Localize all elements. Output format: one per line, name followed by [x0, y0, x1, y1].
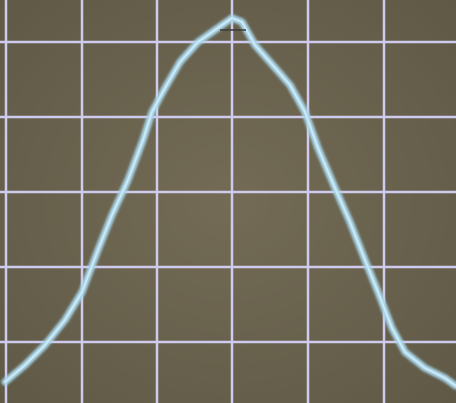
page: (() => { const data = JSON.parse(documen…	[0, 0, 456, 403]
oscilloscope-photo	[0, 0, 456, 403]
